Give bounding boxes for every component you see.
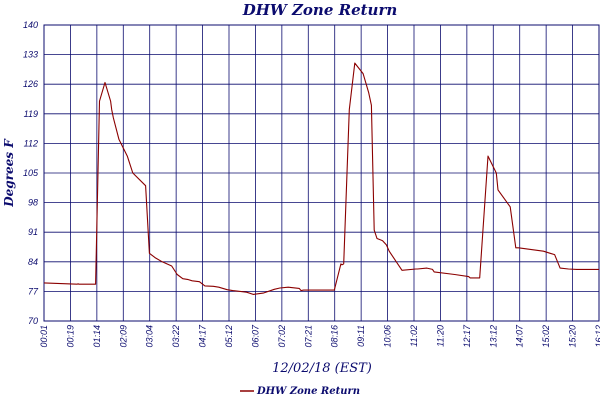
- x-tick-label: 14:07: [515, 324, 525, 348]
- x-tick-label: 12:17: [462, 324, 472, 348]
- x-tick-label: 16:12: [594, 325, 600, 348]
- y-tick-label: 77: [28, 286, 39, 296]
- x-tick-label: 15:02: [541, 325, 551, 348]
- x-tick-label: 07:21: [303, 325, 313, 348]
- y-tick-label: 98: [28, 198, 38, 208]
- y-tick-label: 126: [23, 79, 38, 89]
- y-tick-label: 91: [28, 227, 38, 237]
- y-tick-labels: 70 77 84 91 98 105 112 119 126 133 140: [23, 20, 39, 326]
- x-tick-label: 11:02: [409, 325, 419, 347]
- legend-label: DHW Zone Return: [256, 386, 360, 397]
- x-tick-label: 03:04: [145, 325, 155, 348]
- x-tick-label: 08:16: [330, 325, 340, 348]
- chart-title: DHW Zone Return: [242, 1, 398, 19]
- x-tick-label: 15:20: [568, 325, 578, 348]
- x-tick-label: 02:09: [118, 325, 128, 348]
- x-tick-label: 07:02: [277, 325, 287, 348]
- y-tick-label: 105: [23, 168, 39, 178]
- series-line-dhw-zone-return: [43, 62, 599, 295]
- x-tick-label: 11:20: [435, 325, 445, 347]
- x-tick-label: 09:11: [356, 325, 366, 347]
- series-lines: [43, 62, 599, 295]
- y-tick-label: 119: [24, 109, 38, 119]
- y-tick-label: 70: [28, 316, 38, 326]
- y-tick-label: 112: [24, 138, 38, 148]
- y-axis-label: Degrees F: [2, 138, 16, 208]
- x-tick-label: 00:19: [65, 325, 75, 348]
- x-axis-label: 12/02/18 (EST): [272, 361, 372, 376]
- x-tick-label: 05:12: [224, 325, 234, 348]
- y-tick-label: 133: [23, 50, 38, 60]
- x-tick-label: 06:07: [250, 324, 260, 348]
- x-tick-label: 04:17: [198, 324, 208, 348]
- gridlines: [44, 25, 599, 321]
- x-tick-label: 10:06: [383, 325, 393, 348]
- x-tick-label: 01:14: [92, 325, 102, 348]
- x-tick-labels: 00:01 00:19 01:14 02:09 03:04 03:22 04:17 05:12…: [39, 324, 600, 348]
- x-tick-label: 03:22: [171, 325, 181, 348]
- x-tick-label: 13:12: [488, 325, 498, 348]
- legend: DHW Zone Return: [240, 386, 360, 397]
- y-tick-label: 84: [28, 257, 38, 267]
- y-tick-label: 140: [23, 20, 38, 30]
- x-tick-label: 00:01: [39, 325, 49, 348]
